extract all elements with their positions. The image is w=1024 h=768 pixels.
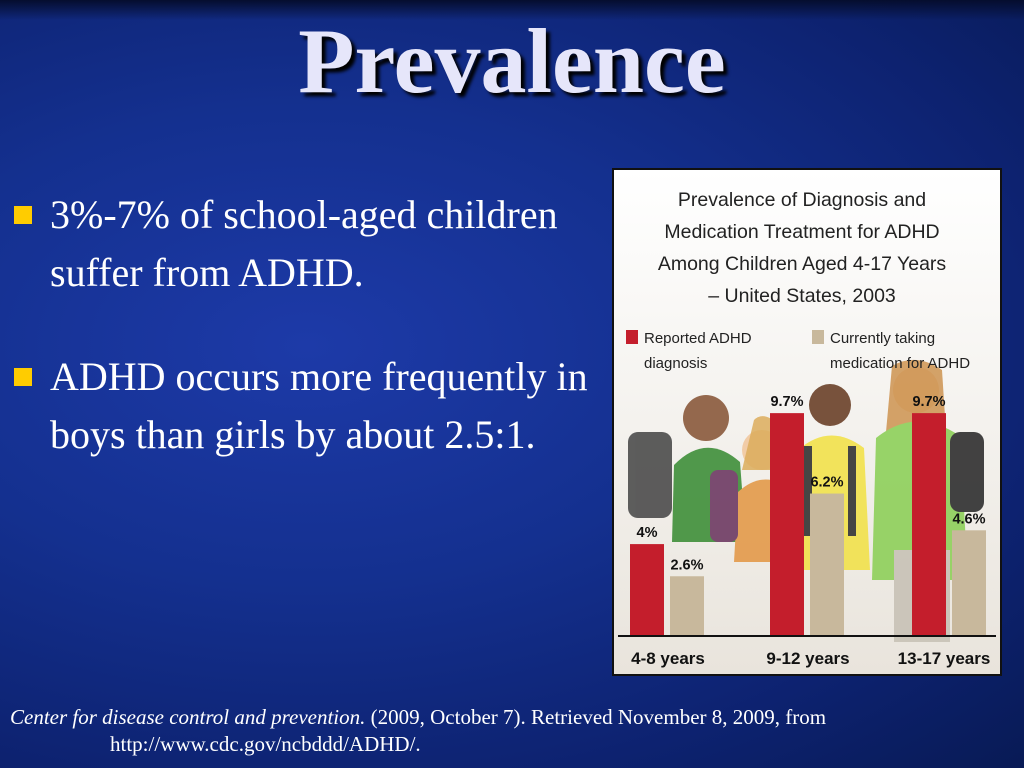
legend-label: medication for ADHD [830,355,970,372]
data-label: 4% [637,525,658,541]
bullet-list: 3%-7% of school-aged children suffer fro… [14,186,599,464]
chart-title-line: – United States, 2003 [708,285,896,307]
legend-label: Currently taking [830,330,935,347]
bullet-item: ADHD occurs more frequently in boys than… [14,348,599,464]
slide-title: Prevalence [298,10,726,112]
bullet-text: 3%-7% of school-aged children suffer fro… [50,192,558,295]
chart-title-line: Among Children Aged 4-17 Years [658,253,947,275]
citation-source: Center for disease control and preventio… [10,705,366,729]
legend-swatch [626,330,638,344]
top-shadow-band [0,0,1024,20]
bullet-item: 3%-7% of school-aged children suffer fro… [14,186,599,302]
category-label: 9-12 years [766,649,849,668]
square-bullet-icon [14,206,32,224]
category-label: 4-8 years [631,649,705,668]
bar [810,493,844,636]
chart-title-line: Medication Treatment for ADHD [664,221,939,243]
category-label: 13-17 years [898,649,991,668]
legend-swatch [812,330,824,344]
citation: Center for disease control and preventio… [10,704,1010,758]
citation-details: (2009, October 7). Retrieved November 8,… [365,705,827,729]
data-label: 9.7% [912,394,945,410]
data-label: 9.7% [770,394,803,410]
legend-label: diagnosis [644,355,707,372]
bar [912,413,946,636]
bar [952,530,986,636]
adhd-prevalence-chart: Prevalence of Diagnosis and Medication Tr… [614,170,1000,674]
square-bullet-icon [14,368,32,386]
data-label: 6.2% [810,475,843,491]
legend-label: Reported ADHD [644,330,752,347]
bullet-text: ADHD occurs more frequently in boys than… [50,354,588,457]
data-label: 4.6% [952,511,985,527]
bar [770,413,804,636]
data-label: 2.6% [670,557,703,573]
chart-title-line: Prevalence of Diagnosis and [678,189,926,211]
citation-url: http://www.cdc.gov/ncbddd/ADHD/. [110,732,421,756]
bar [630,544,664,636]
bar [670,576,704,636]
chart-image: Prevalence of Diagnosis and Medication Tr… [612,168,1002,676]
